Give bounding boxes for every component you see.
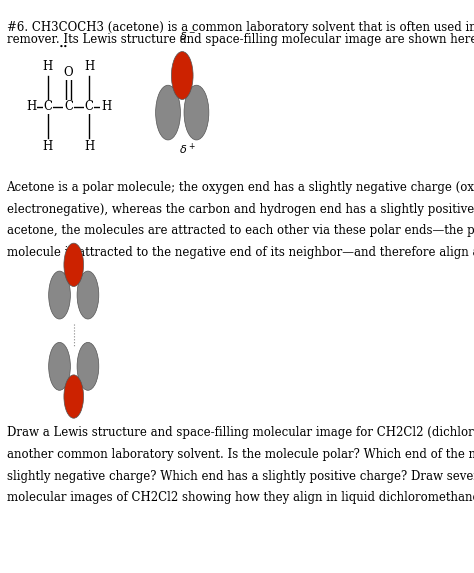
Text: ••: •• xyxy=(59,43,69,51)
Text: H: H xyxy=(43,140,53,154)
Text: molecule is attracted to the negative end of its neighbor—and therefore align as: molecule is attracted to the negative en… xyxy=(7,246,474,259)
Circle shape xyxy=(184,85,209,140)
Circle shape xyxy=(172,52,193,100)
Text: C: C xyxy=(85,100,94,113)
Text: H: H xyxy=(43,61,53,73)
Text: Draw a Lewis structure and space-filling molecular image for CH2Cl2 (dichloromet: Draw a Lewis structure and space-filling… xyxy=(7,426,474,439)
Circle shape xyxy=(49,271,70,319)
Circle shape xyxy=(64,375,83,418)
Text: acetone, the molecules are attracted to each other via these polar ends—the posi: acetone, the molecules are attracted to … xyxy=(7,225,474,237)
Circle shape xyxy=(49,343,70,390)
Text: H: H xyxy=(84,140,94,154)
Text: H: H xyxy=(26,100,36,113)
Text: electronegative), whereas the carbon and hydrogen end has a slightly positive ch: electronegative), whereas the carbon and… xyxy=(7,203,474,215)
Circle shape xyxy=(77,271,99,319)
Text: C: C xyxy=(64,100,73,113)
Text: molecular images of CH2Cl2 showing how they align in liquid dichloromethane.: molecular images of CH2Cl2 showing how t… xyxy=(7,491,474,504)
Circle shape xyxy=(64,243,83,286)
Text: O: O xyxy=(64,66,73,79)
Text: $\delta^-$: $\delta^-$ xyxy=(179,30,196,42)
Text: remover. Its Lewis structure and space-filling molecular image are shown here:: remover. Its Lewis structure and space-f… xyxy=(7,33,474,46)
Circle shape xyxy=(155,85,181,140)
Text: $\delta^+$: $\delta^+$ xyxy=(179,142,196,158)
Text: slightly negative charge? Which end has a slightly positive charge? Draw several: slightly negative charge? Which end has … xyxy=(7,469,474,482)
Text: another common laboratory solvent. Is the molecule polar? Which end of the molec: another common laboratory solvent. Is th… xyxy=(7,448,474,461)
Text: H: H xyxy=(101,100,111,113)
Text: C: C xyxy=(44,100,53,113)
Text: Acetone is a polar molecule; the oxygen end has a slightly negative charge (oxyg: Acetone is a polar molecule; the oxygen … xyxy=(7,181,474,194)
Circle shape xyxy=(77,343,99,390)
Text: #6. CH3COCH3 (acetone) is a common laboratory solvent that is often used in nail: #6. CH3COCH3 (acetone) is a common labor… xyxy=(7,21,474,34)
Text: H: H xyxy=(84,61,94,73)
